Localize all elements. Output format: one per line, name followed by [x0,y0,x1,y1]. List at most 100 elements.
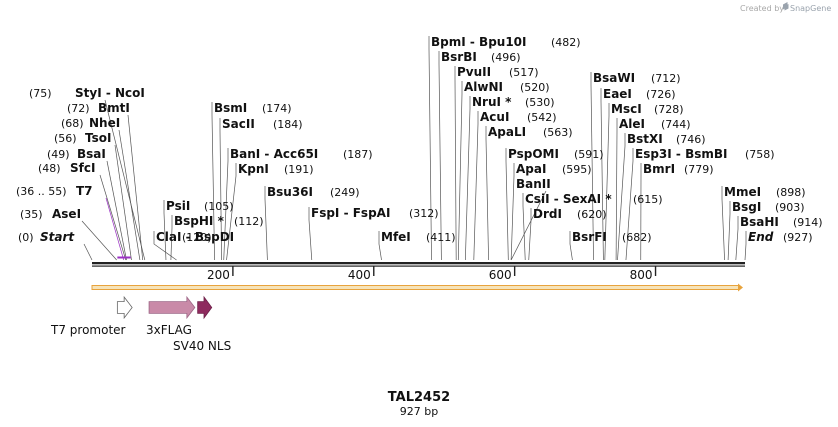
site-position: (903) [775,201,805,214]
site-label-end[interactable]: End (927) [748,230,813,244]
site-text-mmei: MmeI (898) [724,185,806,199]
site-label-bsmi[interactable]: BsmI (174) [214,101,292,115]
site-leader-mmei [721,186,725,261]
site-label-bsawi[interactable]: BsaWI (712) [593,71,681,85]
site-label-apai[interactable]: ApaI (595) [516,162,592,176]
site-position: (49) [47,148,70,161]
site-label-alwni[interactable]: AlwNI (520) [464,80,550,94]
site-name: T7 [76,184,93,198]
site-position: (620) [577,208,607,221]
site-label-drdi[interactable]: DrdI (620) [533,207,607,221]
site-text-bsrfi: BsrFI (682) [572,230,652,244]
site-label-bsphi[interactable]: BspHI * (112) [174,214,264,228]
sequence-line-top [92,262,745,265]
site-name: ApaI [516,162,546,176]
site-text-clai: ClaI - BspDI(120) [156,230,234,244]
site-label-kpni[interactable]: KpnI (191) [238,162,314,176]
site-label-nrui[interactable]: NruI * (530) [472,95,555,109]
site-leader-msci [604,103,610,261]
site-label-pspomi[interactable]: PspOMI (591) [508,147,604,161]
site-leader-t7 [105,197,125,261]
site-label-msci[interactable]: MscI (728) [611,102,684,116]
site-leader-esp3i [625,148,634,261]
site-label-esp3i[interactable]: Esp3I - BsmBI (758) [635,147,775,161]
site-position: (68) [61,117,84,130]
site-label-t7[interactable]: (36 .. 55) T7 [16,184,93,198]
site-position: (411) [426,231,456,244]
site-label-asei[interactable]: (35) AseI [20,207,81,221]
site-label-bstxi[interactable]: BstXI (746) [627,132,706,146]
site-position: (712) [651,72,681,85]
site-label-tsoi[interactable]: (56) TsoI [54,131,111,145]
site-label-bmri[interactable]: BmrI (779) [643,162,714,176]
feature-label-t7-promoter: T7 promoter [50,323,126,337]
site-position: (112) [234,215,264,228]
site-label-alei[interactable]: AleI (744) [619,117,691,131]
site-label-bsgi[interactable]: BsgI (903) [732,200,805,214]
site-leader-sfci [99,174,127,261]
site-label-pvuii[interactable]: PvuII (517) [457,65,539,79]
site-label-csii[interactable]: CsiI - SexAI * (615) [525,192,663,206]
site-text-csii: CsiI - SexAI * (615) [525,192,663,206]
site-label-psii[interactable]: PsiI (105) [166,199,234,213]
site-label-sacii[interactable]: SacII (184) [222,117,303,131]
site-label-nhei[interactable]: (68) NheI [61,116,120,130]
site-label-bsu36i[interactable]: Bsu36I (249) [267,185,360,199]
site-label-acui[interactable]: AcuI (542) [480,110,557,124]
credit-brand: SnapGene [790,4,831,13]
site-text-psii: PsiI (105) [166,199,234,213]
site-name: TsoI [85,131,111,145]
site-text-bmti: (72) BmtI [67,101,130,115]
site-label-mfei[interactable]: MfeI (411) [381,230,456,244]
site-label-bsahi[interactable]: BsaHI (914) [740,215,823,229]
site-text-kpni: KpnI (191) [238,162,314,176]
site-position: (520) [520,81,550,94]
site-name: NruI * [472,95,512,109]
site-position: (726) [646,88,676,101]
site-leader-bsgi [727,201,731,261]
site-text-msci: MscI (728) [611,102,684,116]
orf-bar[interactable] [91,283,743,292]
site-label-start[interactable]: (0) Start [18,230,75,244]
site-name: BsaWI [593,71,635,85]
site-label-bani[interactable]: BanI - Acc65I (187) [230,147,373,161]
site-label-bsai[interactable]: (49) BsaI [47,147,106,161]
sv40-nls-arrow-icon[interactable] [197,295,213,320]
site-name: SfcI [70,161,95,175]
site-label-fspi[interactable]: FspI - FspAI (312) [311,206,439,220]
site-text-nrui: NruI * (530) [472,95,555,109]
site-name: AlwNI [464,80,503,94]
site-leader-bpmi [428,36,432,261]
site-label-bpmi[interactable]: BpmI - Bpu10I (482) [431,35,581,49]
site-label-apali[interactable]: ApaLI (563) [488,125,573,139]
site-leader-nhei [118,129,141,261]
site-label-styi[interactable]: (75) StyI - NcoI [29,86,145,100]
site-position: (517) [509,66,539,79]
site-label-clai[interactable]: ClaI - BspDI(120) [156,230,234,244]
site-text-sfci: (48) SfcI [38,161,95,175]
site-leader-fspi [308,207,313,261]
site-label-sfci[interactable]: (48) SfcI [38,161,95,175]
site-leader-sacii [219,118,222,261]
site-name: End [748,230,774,244]
site-leader-bsahi [735,216,739,261]
site-leader-bsphi [170,215,173,261]
3xflag-arrow-icon[interactable] [148,295,196,320]
site-position: (591) [574,148,604,161]
feature-label-sv40-nls: SV40 NLS [173,339,231,353]
site-name: DrdI [533,207,562,221]
site-leader-bsu36i [264,186,268,261]
t7-promoter-arrow-icon[interactable] [116,295,133,320]
axis-tick-label: 800 [630,268,653,282]
site-label-bsrbi[interactable]: BsrBI (496) [441,50,521,64]
site-text-t7: (36 .. 55) T7 [16,184,93,198]
site-label-bmti[interactable]: (72) BmtI [67,101,130,115]
site-text-bsu36i: Bsu36I (249) [267,185,360,199]
site-position: (746) [676,133,706,146]
site-label-banii[interactable]: BanII [516,177,551,191]
site-label-bsrfi[interactable]: BsrFI (682) [572,230,652,244]
site-position: (744) [661,118,691,131]
site-label-eaei[interactable]: EaeI (726) [603,87,676,101]
site-text-asei: (35) AseI [20,207,81,221]
site-label-mmei[interactable]: MmeI (898) [724,185,806,199]
